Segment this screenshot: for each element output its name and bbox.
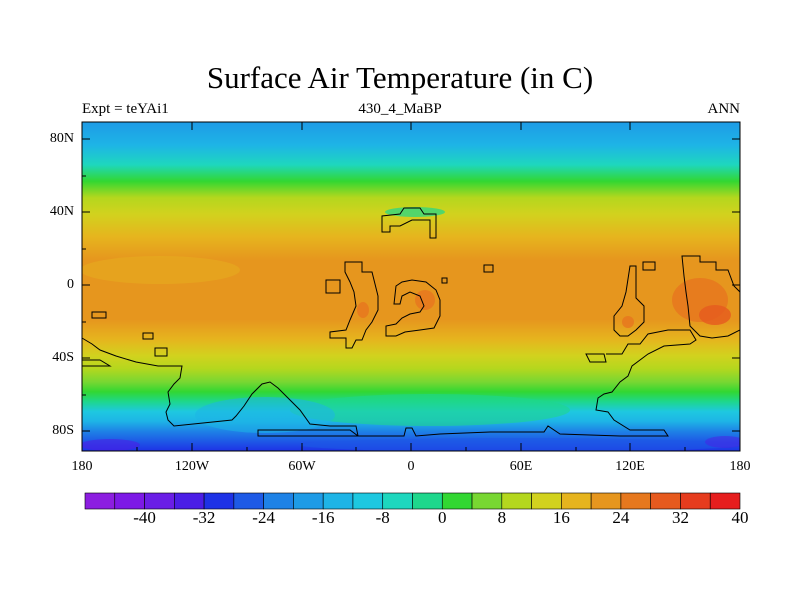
lat-label-80s: 80S xyxy=(52,423,74,438)
temperature-field xyxy=(82,122,740,451)
lon-label-120w: 120W xyxy=(174,459,210,474)
colorbar-swatch xyxy=(352,492,384,510)
colorbar-swatch xyxy=(620,492,651,510)
colorbar-swatch xyxy=(382,492,413,510)
colorbar-swatch xyxy=(680,492,711,510)
colorbar-swatch xyxy=(293,492,324,510)
lat-label-0: 0 xyxy=(67,277,74,292)
colorbar-label: 24 xyxy=(612,508,630,527)
colorbar-label: 8 xyxy=(497,508,507,527)
colorbar-swatch xyxy=(441,492,473,510)
lat-label-40s: 40S xyxy=(52,350,74,365)
colorbar-label: 16 xyxy=(552,508,570,527)
lon-label-120e: 120E xyxy=(615,459,645,474)
colorbar-swatch xyxy=(412,492,443,510)
period-label: 430_4_MaBP xyxy=(358,101,442,117)
colorbar-swatch xyxy=(174,492,205,510)
colorbar-label: -32 xyxy=(192,508,216,527)
colorbar-label: -40 xyxy=(133,508,156,527)
colorbar-label: 40 xyxy=(731,508,749,527)
lon-label-60w: 60W xyxy=(288,459,316,474)
colorbar-label: -24 xyxy=(252,508,275,527)
colorbar-swatch xyxy=(84,492,116,510)
colorbar-swatch xyxy=(203,492,235,510)
colorbar-swatch xyxy=(471,492,503,510)
colorbar-label: 0 xyxy=(438,508,447,527)
colorbar-swatch xyxy=(650,492,681,510)
lon-label-180w: 180 xyxy=(71,459,93,474)
colorbar-swatch xyxy=(561,492,592,510)
season-label: ANN xyxy=(707,101,741,117)
colorbar-label: -16 xyxy=(311,508,335,527)
colorbar-swatch xyxy=(709,492,741,510)
lon-label-0: 0 xyxy=(407,459,415,474)
colorbar-swatch xyxy=(263,492,294,510)
lat-label-80n: 80N xyxy=(49,131,74,146)
map-title: Surface Air Temperature (in C) xyxy=(206,60,594,95)
experiment-label: Expt = teYAi1 xyxy=(82,101,169,117)
colorbar xyxy=(84,492,741,510)
axis-ticks xyxy=(82,122,740,451)
colorbar-swatch xyxy=(322,492,354,510)
colorbar-swatch xyxy=(233,492,264,510)
lat-label-40n: 40N xyxy=(49,204,74,219)
colorbar-label: 32 xyxy=(671,508,689,527)
continent-outlines xyxy=(81,207,741,437)
lon-label-180e: 180 xyxy=(729,459,751,474)
colorbar-swatch xyxy=(114,492,145,510)
colorbar-swatch xyxy=(531,492,562,510)
colorbar-swatch xyxy=(144,492,175,510)
colorbar-swatch xyxy=(590,492,622,510)
lon-label-60e: 60E xyxy=(509,459,533,474)
colorbar-swatch xyxy=(501,492,532,510)
colorbar-label: -8 xyxy=(375,508,390,527)
